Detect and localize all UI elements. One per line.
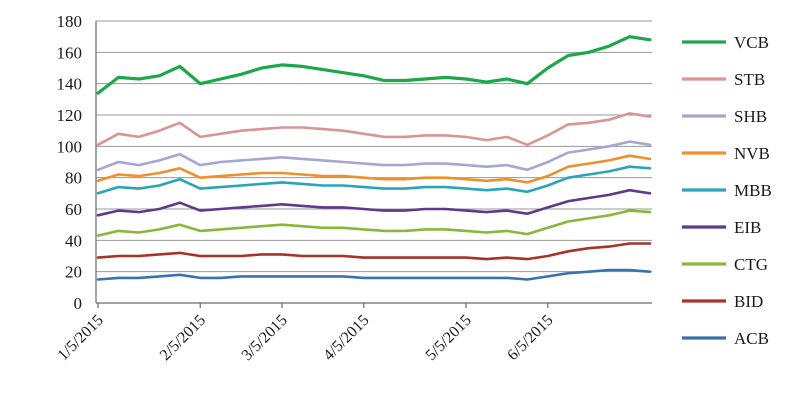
- legend-label-vcb: VCB: [734, 33, 769, 52]
- series-line-shb: [96, 140, 652, 172]
- series-line-stb: [96, 112, 652, 147]
- x-tick-label: 5/5/2015: [423, 312, 475, 364]
- x-tick-label: 3/5/2015: [239, 312, 291, 364]
- series-line-nvb: [96, 154, 652, 184]
- legend-label-mbb: MBB: [734, 181, 772, 200]
- legend-label-acb: ACB: [734, 329, 769, 348]
- legend-label-nvb: NVB: [734, 144, 770, 163]
- gridlines: [96, 20, 652, 304]
- y-tick-label: 160: [57, 43, 83, 62]
- x-axis-tick-labels: 1/5/2015 2/5/2015 3/5/2015 4/5/2015 5/5/2015…: [55, 312, 557, 364]
- y-tick-label: 0: [74, 294, 83, 313]
- y-tick-label: 60: [65, 200, 82, 219]
- y-axis-tick-labels: 0 20 40 60 80 100 120 140 160 180: [57, 12, 83, 313]
- series-line-bid: [96, 242, 652, 261]
- legend-label-bid: BID: [734, 292, 763, 311]
- x-tick-label: 4/5/2015: [320, 312, 372, 364]
- y-tick-label: 120: [57, 106, 83, 125]
- axes: [95, 21, 652, 308]
- y-tick-label: 40: [65, 231, 82, 250]
- x-tick-label: 6/5/2015: [504, 312, 556, 364]
- legend-label-ctg: CTG: [734, 255, 768, 274]
- y-tick-label: 80: [65, 169, 82, 188]
- y-tick-label: 140: [57, 75, 83, 94]
- legend-label-eib: EIB: [734, 218, 761, 237]
- legend-label-shb: SHB: [734, 107, 767, 126]
- series-line-acb: [96, 268, 652, 281]
- legend: VCB STB SHB NVB MBB EIB CTG BID ACB: [682, 33, 772, 348]
- series-line-vcb: [96, 35, 652, 95]
- series-line-eib: [96, 188, 652, 217]
- x-tick-label: 2/5/2015: [157, 312, 209, 364]
- legend-label-stb: STB: [734, 70, 765, 89]
- series-line-mbb: [96, 165, 652, 195]
- y-tick-label: 100: [57, 137, 83, 156]
- series-line-ctg: [96, 209, 652, 237]
- x-tick-label: 1/5/2015: [55, 312, 107, 364]
- series-lines: [96, 35, 652, 281]
- y-tick-label: 20: [65, 263, 82, 282]
- y-tick-label: 180: [57, 12, 83, 31]
